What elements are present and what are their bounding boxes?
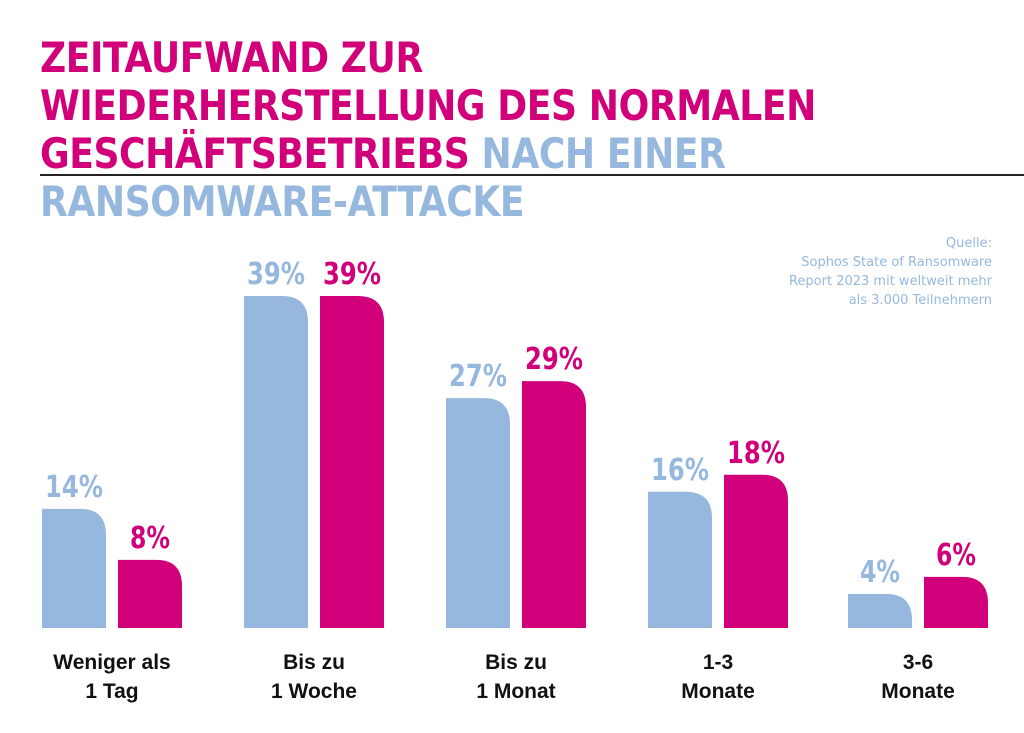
bar-series_a-4 bbox=[848, 593, 912, 628]
title-line-2: GESCHÄFTSBETRIEBS NACH EINER RANSOMWARE-… bbox=[40, 130, 866, 226]
data-label-series_b-4: 6% bbox=[936, 538, 976, 573]
source-line: als 3.000 Teilnehmern bbox=[848, 293, 992, 308]
title-divider bbox=[40, 174, 1024, 176]
title-blue-part: NACH EINER RANSOMWARE-ATTACKE bbox=[40, 129, 726, 226]
source-line: Sophos State of Ransomware bbox=[801, 255, 992, 270]
title-line-1: ZEITAUFWAND ZUR WIEDERHERSTELLUNG DES NO… bbox=[40, 33, 816, 130]
data-label-series_a-1: 39% bbox=[247, 257, 305, 292]
category-label: 3-6 Monate bbox=[881, 651, 955, 703]
bar-series_a-1 bbox=[244, 296, 308, 628]
data-label-series_a-2: 27% bbox=[449, 359, 507, 394]
data-label-series_b-0: 8% bbox=[130, 521, 170, 556]
category-label: Weniger als 1 Tag bbox=[53, 651, 171, 703]
bar-series_b-0 bbox=[118, 559, 182, 628]
bar-series_a-2 bbox=[446, 398, 510, 628]
category-label: Bis zu 1 Woche bbox=[271, 651, 357, 703]
bar-series_b-3 bbox=[724, 474, 788, 628]
bar-series_a-3 bbox=[648, 491, 712, 628]
bar-series_b-4 bbox=[924, 576, 988, 628]
title-pink-part: GESCHÄFTSBETRIEBS bbox=[40, 129, 470, 178]
chart-title: ZEITAUFWAND ZUR WIEDERHERSTELLUNG DES NO… bbox=[40, 34, 866, 226]
data-label-series_a-3: 16% bbox=[651, 453, 709, 488]
bar-series_b-1 bbox=[320, 296, 384, 628]
category-label: 1-3 Monate bbox=[681, 651, 755, 703]
source-line: Report 2023 mit weltweit mehr bbox=[788, 274, 992, 289]
category-label: Bis zu 1 Monat bbox=[476, 651, 556, 703]
bar-series_b-2 bbox=[522, 381, 586, 628]
data-label-series_b-2: 29% bbox=[525, 342, 583, 377]
data-label-series_a-4: 4% bbox=[860, 555, 900, 590]
data-label-series_a-0: 14% bbox=[45, 470, 103, 505]
data-label-series_b-1: 39% bbox=[323, 257, 381, 292]
source-note: Quelle: Sophos State of Ransomware Repor… bbox=[789, 234, 992, 310]
source-line: Quelle: bbox=[945, 236, 992, 251]
bar-series_a-0 bbox=[42, 508, 106, 628]
data-label-series_b-3: 18% bbox=[727, 436, 785, 471]
